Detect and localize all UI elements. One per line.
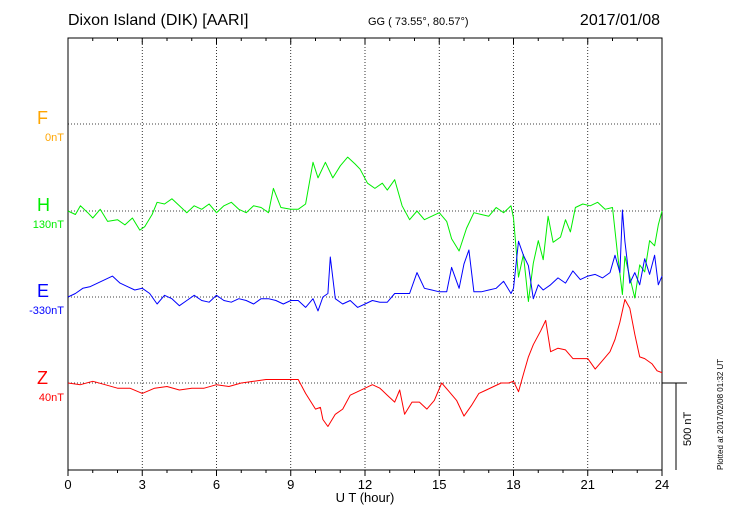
baseline-label-f: 0nT — [45, 132, 64, 144]
series-lines — [67, 156, 663, 427]
station-title: Dixon Island (DIK) [AARI] — [68, 12, 249, 29]
x-axis-label: U T (hour) — [336, 490, 395, 505]
x-tick-label: 9 — [287, 477, 294, 492]
plotted-timestamp: Plotted at 2017/02/08 01:32 UT — [716, 358, 725, 470]
baseline-label-e: -330nT — [29, 305, 64, 317]
x-tick-label: 21 — [581, 477, 595, 492]
x-tick-label: 0 — [64, 477, 71, 492]
channel-label-f: F — [37, 108, 48, 128]
x-tick-label: 24 — [655, 477, 669, 492]
series-line-e — [67, 209, 663, 312]
channel-label-z: Z — [37, 368, 48, 388]
channel-labels: F 0nT H 130nT E -330nT Z 40nT — [29, 108, 64, 404]
scale-bar: 500 nT — [662, 382, 694, 470]
channel-label-e: E — [37, 281, 49, 301]
channel-label-h: H — [37, 195, 50, 215]
x-tick-label: 6 — [213, 477, 220, 492]
x-tick-label: 18 — [506, 477, 520, 492]
axis-ticks: 0 3 6 9 12 15 18 21 24 — [64, 38, 669, 492]
baseline-label-z: 40nT — [39, 392, 64, 404]
x-tick-label: 15 — [432, 477, 446, 492]
scale-bar-label: 500 nT — [682, 411, 694, 446]
series-line-z — [67, 299, 663, 427]
plot-date: 2017/01/08 — [579, 12, 660, 29]
x-tick-label: 3 — [139, 477, 146, 492]
baseline-label-h: 130nT — [33, 219, 64, 231]
series-line-h — [67, 156, 663, 302]
grid-lines — [68, 38, 662, 470]
station-coordinates: GG ( 73.55°, 80.57°) — [368, 16, 469, 28]
x-tick-label: 12 — [358, 477, 372, 492]
